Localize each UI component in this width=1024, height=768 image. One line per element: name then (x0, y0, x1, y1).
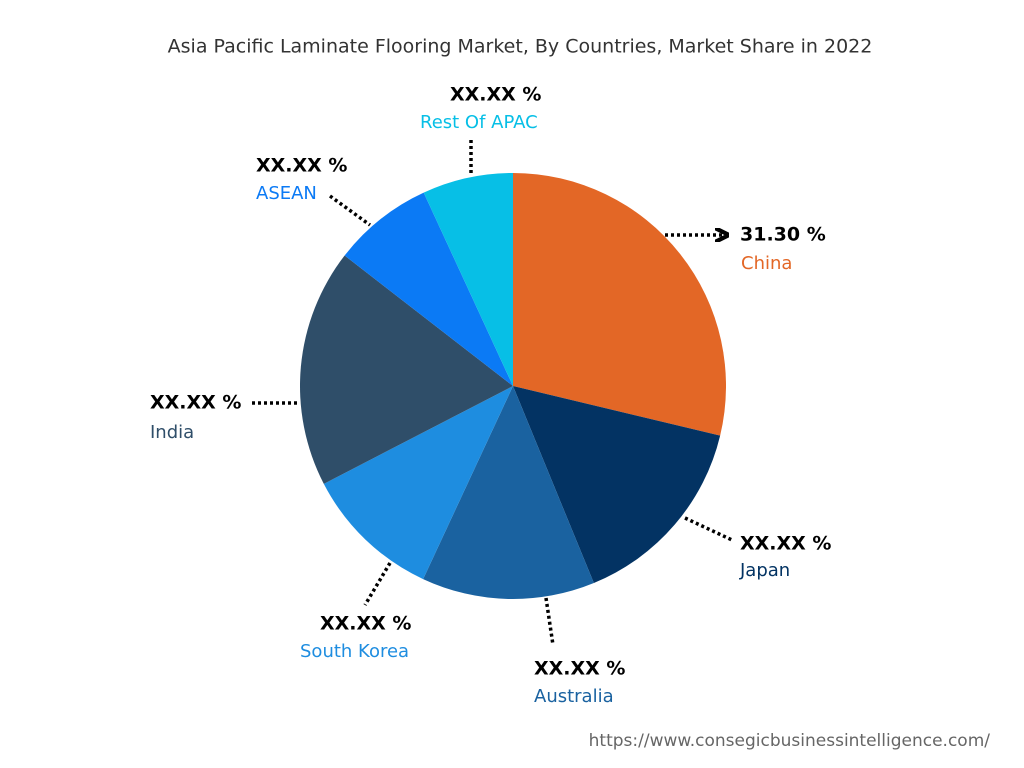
value-label: XX.XX % (740, 533, 831, 555)
leader-line (328, 194, 372, 227)
pie-slice (513, 173, 727, 436)
pie-slice (423, 386, 594, 600)
pie-slice (323, 386, 513, 580)
chart-title: Asia Pacific Laminate Flooring Market, B… (168, 36, 873, 58)
value-label: XX.XX % (534, 658, 625, 680)
pie-slice (344, 192, 513, 386)
category-label: ASEAN (256, 183, 317, 204)
pie-slice (513, 386, 721, 584)
leader-line (363, 562, 392, 606)
category-label: China (741, 253, 792, 274)
pie-slice (299, 255, 513, 484)
value-label: XX.XX % (320, 613, 411, 635)
value-label: 31.30 % (740, 224, 826, 246)
category-label: Australia (534, 686, 614, 707)
value-label: XX.XX % (450, 84, 541, 106)
source-url: https://www.consegicbusinessintelligence… (589, 731, 991, 751)
pie-slice (423, 173, 513, 386)
category-label: Rest Of APAC (420, 112, 538, 133)
leader-line (544, 597, 555, 646)
category-label: South Korea (300, 641, 409, 662)
value-label: XX.XX % (150, 392, 241, 414)
category-label: Japan (739, 560, 790, 581)
leader-line (684, 516, 733, 542)
category-label: India (150, 422, 194, 443)
value-label: XX.XX % (256, 155, 347, 177)
